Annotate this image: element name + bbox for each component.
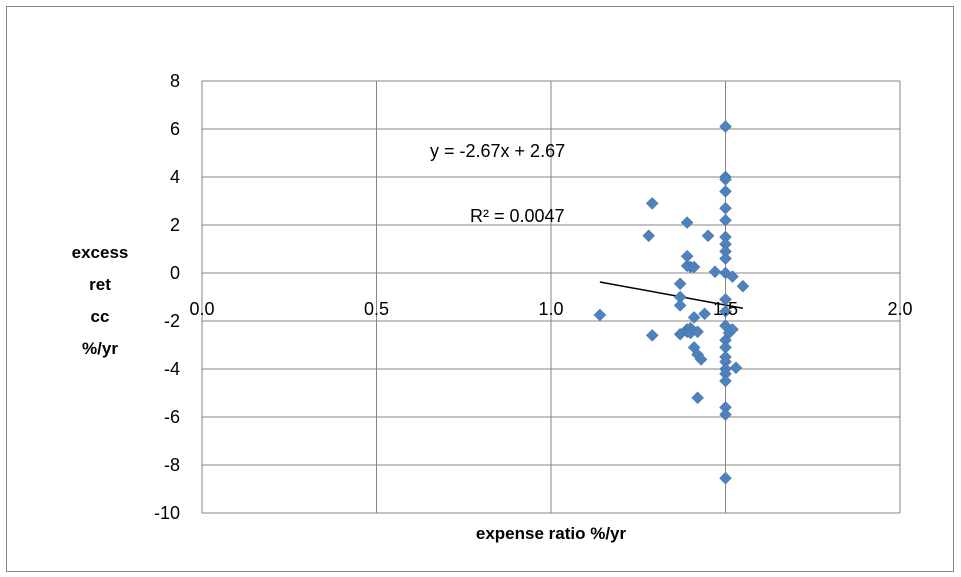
x-axis-title: expense ratio %/yr	[476, 524, 627, 543]
y-axis-title-line-1: excess	[72, 243, 129, 262]
y-tick-label: 4	[170, 167, 180, 187]
data-point	[645, 329, 659, 342]
y-tick-label: -8	[164, 455, 180, 475]
trendline-group	[599, 281, 744, 309]
y-tick-label: -4	[164, 359, 180, 379]
data-point	[691, 325, 704, 339]
chart-area	[6, 6, 954, 572]
data-point	[729, 361, 743, 375]
trendline-equation: y = -2.67x + 2.67	[430, 141, 565, 161]
y-axis-title-line-3: cc	[91, 307, 110, 326]
y-tick-label: 8	[170, 71, 180, 91]
data-point	[726, 323, 739, 336]
r-squared-label: R² = 0.0047	[470, 206, 565, 226]
y-axis-title-line-2: ret	[89, 275, 111, 294]
data-point	[719, 120, 732, 133]
data-point	[719, 252, 732, 265]
data-point	[694, 353, 708, 366]
x-tick-label: 2.0	[887, 299, 912, 319]
data-point	[687, 260, 701, 274]
data-point	[719, 185, 732, 198]
data-point	[719, 374, 732, 388]
data-point	[701, 229, 715, 243]
data-point	[719, 305, 732, 318]
data-point	[645, 197, 659, 210]
x-tick-label: 0.5	[364, 299, 389, 319]
y-tick-label: -10	[154, 503, 180, 523]
data-point	[719, 408, 732, 421]
data-point	[708, 265, 722, 279]
grid-lines	[201, 80, 901, 514]
x-tick-label: 1.5	[713, 299, 738, 319]
data-point	[698, 307, 711, 321]
y-tick-label: 2	[170, 215, 180, 235]
y-tick-labels: 8 6 4 2 0 -2 -4 -6 -8 -10	[154, 71, 180, 523]
data-point	[691, 391, 704, 405]
trendline	[599, 281, 744, 309]
data-point	[736, 279, 750, 293]
data-point	[719, 213, 732, 227]
data-point	[680, 249, 694, 263]
data-point	[687, 311, 701, 324]
data-point	[593, 308, 607, 322]
y-axis-title-line-4: %/yr	[82, 339, 118, 358]
data-points	[593, 120, 750, 485]
data-point	[719, 471, 732, 485]
y-tick-label: -6	[164, 407, 180, 427]
data-point	[719, 201, 732, 215]
data-point	[673, 299, 687, 312]
x-tick-labels: 0.0 0.5 1.0 1.5 2.0	[189, 299, 912, 319]
data-point	[680, 216, 694, 229]
y-tick-label: 0	[170, 263, 180, 283]
y-tick-label: -2	[164, 311, 180, 331]
data-point	[673, 277, 687, 291]
data-point	[642, 229, 656, 243]
x-tick-label: 0.0	[189, 299, 214, 319]
x-tick-label: 1.0	[538, 299, 563, 319]
y-tick-label: 6	[170, 119, 180, 139]
data-point	[726, 270, 739, 283]
